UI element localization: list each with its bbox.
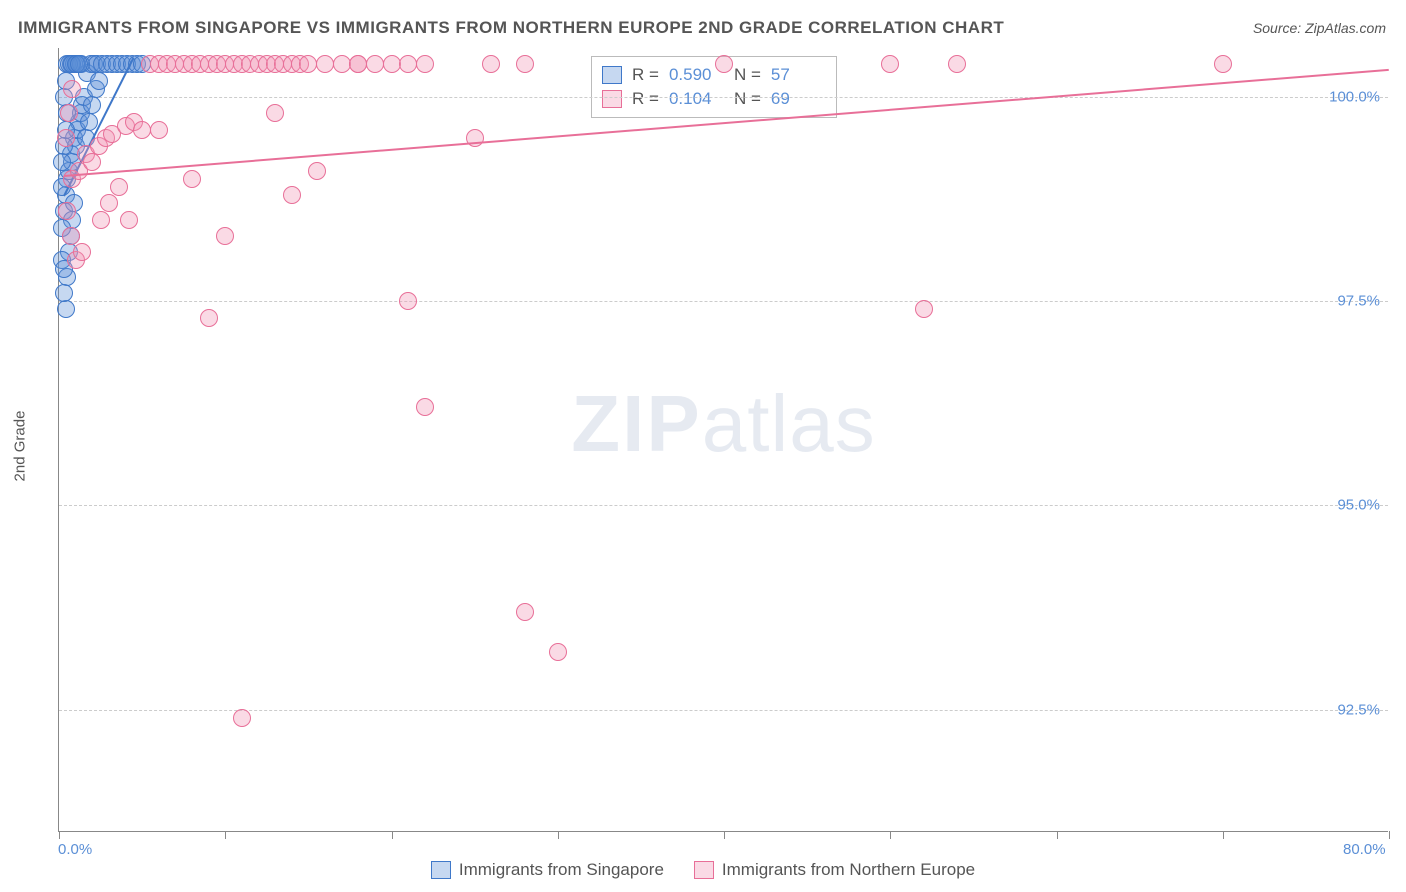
legend-item: Immigrants from Singapore — [431, 860, 664, 880]
data-point — [110, 178, 128, 196]
data-point — [316, 55, 334, 73]
x-tick — [724, 831, 725, 839]
n-label: N = — [734, 89, 761, 109]
legend-item: Immigrants from Northern Europe — [694, 860, 975, 880]
data-point — [70, 55, 88, 73]
data-point — [399, 292, 417, 310]
data-point — [1214, 55, 1232, 73]
r-value: 0.104 — [669, 89, 724, 109]
data-point — [73, 243, 91, 261]
source-label: Source: — [1253, 20, 1305, 36]
gridline — [59, 301, 1388, 302]
data-point — [120, 211, 138, 229]
data-point — [55, 284, 73, 302]
x-tick — [225, 831, 226, 839]
legend-label: Immigrants from Singapore — [459, 860, 664, 880]
x-tick — [1223, 831, 1224, 839]
data-point — [366, 55, 384, 73]
data-point — [233, 709, 251, 727]
data-point — [150, 121, 168, 139]
data-point — [283, 186, 301, 204]
data-point — [715, 55, 733, 73]
data-point — [549, 643, 567, 661]
r-label: R = — [632, 89, 659, 109]
series-swatch — [602, 66, 622, 84]
data-point — [57, 129, 75, 147]
data-point — [416, 55, 434, 73]
n-label: N = — [734, 65, 761, 85]
y-tick-label: 97.5% — [1337, 293, 1380, 310]
data-point — [482, 55, 500, 73]
data-point — [383, 55, 401, 73]
data-point — [516, 603, 534, 621]
gridline — [59, 505, 1388, 506]
stats-row: R = 0.590N = 57 — [602, 63, 826, 87]
data-point — [333, 55, 351, 73]
plot-area: ZIPatlas R = 0.590N = 57R = 0.104N = 69 … — [58, 48, 1388, 832]
data-point — [349, 55, 367, 73]
data-point — [948, 55, 966, 73]
data-point — [57, 300, 75, 318]
y-tick-label: 92.5% — [1337, 701, 1380, 718]
data-point — [83, 153, 101, 171]
gridline — [59, 97, 1388, 98]
data-point — [308, 162, 326, 180]
x-tick — [558, 831, 559, 839]
n-value: 57 — [771, 65, 826, 85]
source-credit: Source: ZipAtlas.com — [1253, 20, 1386, 36]
legend: Immigrants from Singapore Immigrants from… — [0, 860, 1406, 880]
watermark-rest: atlas — [702, 379, 876, 468]
data-point — [915, 300, 933, 318]
series-swatch — [602, 90, 622, 108]
x-tick — [890, 831, 891, 839]
data-point — [90, 72, 108, 90]
y-tick-label: 95.0% — [1337, 497, 1380, 514]
gridline — [59, 710, 1388, 711]
data-point — [92, 211, 110, 229]
data-point — [299, 55, 317, 73]
watermark: ZIPatlas — [571, 378, 875, 470]
series-swatch — [431, 861, 451, 879]
data-point — [63, 80, 81, 98]
x-tick-label: 80.0% — [1343, 841, 1386, 858]
data-point — [216, 227, 234, 245]
y-tick-label: 100.0% — [1329, 89, 1380, 106]
x-tick — [392, 831, 393, 839]
series-swatch — [694, 861, 714, 879]
data-point — [100, 194, 118, 212]
x-tick — [1389, 831, 1390, 839]
data-point — [399, 55, 417, 73]
data-point — [200, 309, 218, 327]
x-tick — [59, 831, 60, 839]
data-point — [80, 113, 98, 131]
source-name: ZipAtlas.com — [1305, 20, 1386, 36]
x-tick — [1057, 831, 1058, 839]
data-point — [881, 55, 899, 73]
data-point — [516, 55, 534, 73]
r-label: R = — [632, 65, 659, 85]
stats-row: R = 0.104 N = 69 — [602, 87, 826, 111]
data-point — [53, 153, 71, 171]
chart-title: IMMIGRANTS FROM SINGAPORE VS IMMIGRANTS … — [18, 18, 1004, 38]
data-point — [266, 104, 284, 122]
legend-label: Immigrants from Northern Europe — [722, 860, 975, 880]
data-point — [183, 170, 201, 188]
watermark-bold: ZIP — [571, 379, 701, 468]
y-axis-label: 2nd Grade — [12, 411, 29, 482]
data-point — [60, 104, 78, 122]
data-point — [133, 121, 151, 139]
n-value: 69 — [771, 89, 826, 109]
data-point — [62, 227, 80, 245]
data-point — [416, 398, 434, 416]
x-tick-label: 0.0% — [58, 841, 92, 858]
data-point — [58, 202, 76, 220]
data-point — [83, 96, 101, 114]
correlation-stats-box: R = 0.590N = 57R = 0.104 N = 69 — [591, 56, 837, 118]
